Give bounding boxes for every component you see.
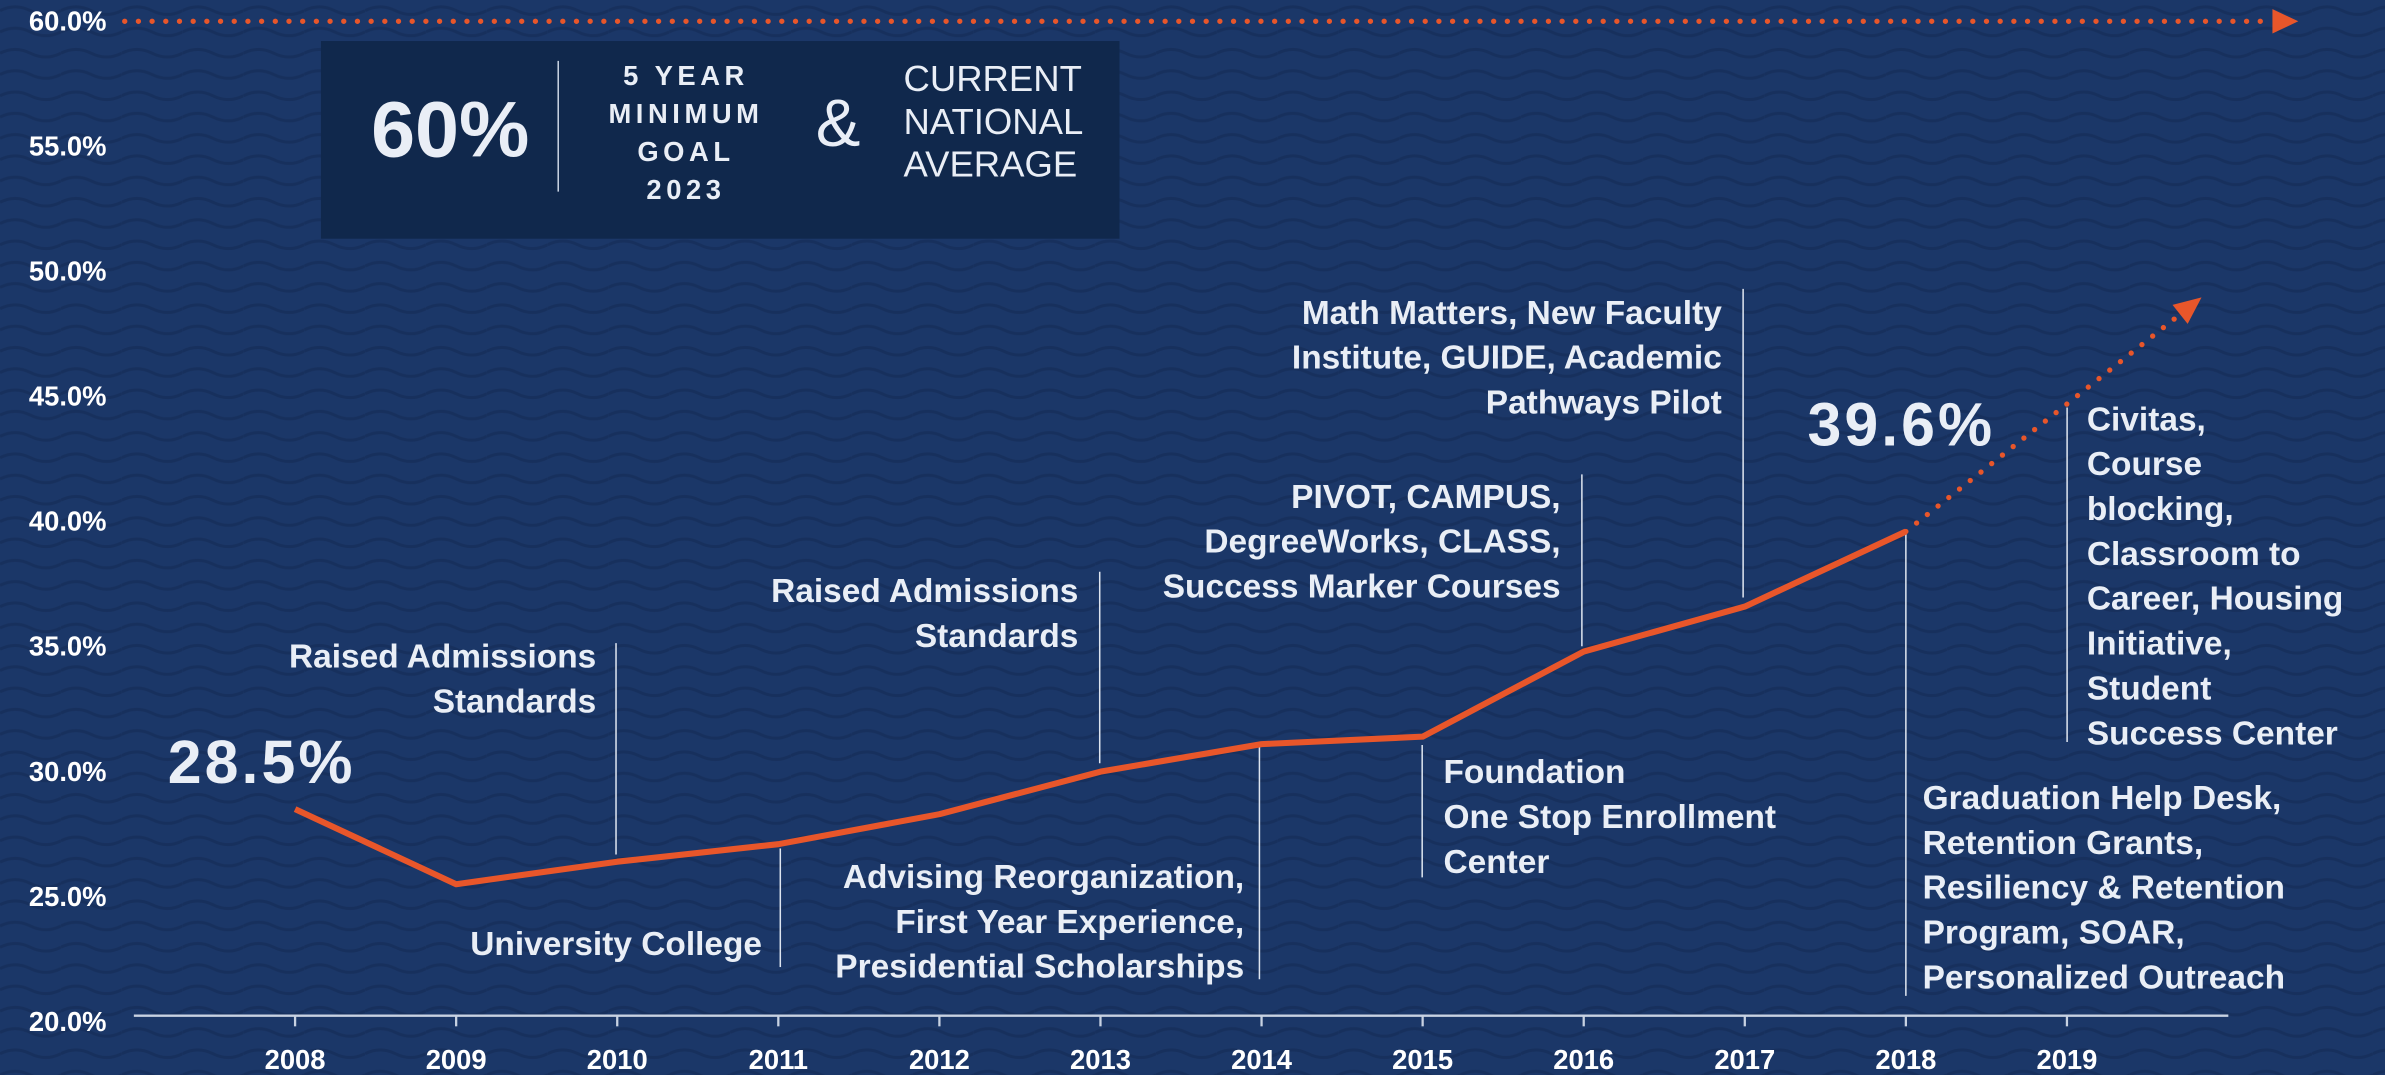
annotation-text: University College: [470, 926, 762, 963]
annotation-text: One Stop Enrollment: [1443, 799, 1776, 836]
x-tick-label: 2019: [2037, 1044, 2098, 1075]
x-tick-label: 2018: [1875, 1044, 1936, 1075]
callout-amp: &: [816, 86, 861, 161]
annotation-text: Advising Reorganization,: [843, 859, 1244, 896]
annotation-text: Personalized Outreach: [1923, 959, 2285, 996]
y-tick-label: 45.0%: [29, 381, 107, 412]
annotation-text: First Year Experience,: [895, 904, 1244, 941]
annotation-text: Raised Admissions: [289, 639, 596, 676]
y-tick-label: 55.0%: [29, 130, 107, 161]
callout-box: [320, 41, 1120, 239]
callout-big: 60%: [371, 85, 529, 174]
annotation-text: Graduation Help Desk,: [1923, 780, 2282, 817]
line: [293, 528, 1908, 888]
annotation-text: Standards: [915, 618, 1079, 655]
annotation-text: Civitas,: [2087, 401, 2206, 438]
annotation-text: Student: [2087, 670, 2211, 707]
x-tick-label: 2009: [426, 1044, 487, 1075]
annotation-text: Resiliency & Retention: [1923, 870, 2285, 907]
annotation-text: Retention Grants,: [1923, 825, 2204, 862]
x-tick-label: 2010: [587, 1044, 648, 1075]
annotation-text: Presidential Scholarships: [835, 949, 1244, 986]
annotation-text: Foundation: [1443, 754, 1625, 791]
annotation-text: Standards: [433, 683, 597, 720]
annotation-text: Success Marker Courses: [1163, 569, 1561, 606]
x-tick-label: 2013: [1070, 1044, 1131, 1075]
data-label: 39.6%: [1807, 391, 1995, 459]
projection-line: [1903, 311, 2183, 535]
annotation-text: Institute, GUIDE, Academic: [1292, 340, 1722, 377]
x-tick-label: 2014: [1231, 1044, 1293, 1075]
y-tick-label: 60.0%: [29, 5, 107, 36]
x-tick-label: 2016: [1553, 1044, 1614, 1075]
x-tick-label: 2012: [909, 1044, 970, 1075]
annotation-text: DegreeWorks, CLASS,: [1204, 524, 1560, 561]
callout-avg-line: NATIONAL: [904, 101, 1084, 142]
callout-goal-line: 2023: [646, 174, 725, 205]
annotation-text: Math Matters, New Faculty: [1302, 295, 1722, 332]
x-tick-label: 2015: [1392, 1044, 1453, 1075]
annotation-text: Success Center: [2087, 715, 2338, 752]
annotation-text: Course: [2087, 446, 2202, 483]
annotation-text: PIVOT, CAMPUS,: [1291, 479, 1560, 516]
callout-goal-line: MINIMUM: [608, 98, 763, 129]
x-tick-label: 2017: [1714, 1044, 1775, 1075]
annotation-text: Classroom to: [2087, 536, 2301, 573]
callout-avg-line: AVERAGE: [904, 143, 1078, 184]
data-label: 28.5%: [168, 728, 356, 796]
y-tick-label: 20.0%: [29, 1006, 107, 1037]
y-tick-label: 50.0%: [29, 256, 107, 287]
annotation-text: blocking,: [2087, 491, 2234, 528]
y-tick-label: 35.0%: [29, 631, 107, 662]
y-tick-label: 30.0%: [29, 756, 107, 787]
callout-goal-line: GOAL: [637, 136, 734, 167]
annotation-text: Pathways Pilot: [1486, 385, 1722, 422]
x-tick-label: 2011: [749, 1044, 808, 1075]
annotation-text: Initiative,: [2087, 626, 2232, 663]
projection-arrow: [2172, 297, 2202, 324]
goal-arrow: [2272, 9, 2299, 34]
callout-avg-line: CURRENT: [904, 58, 1082, 99]
x-tick-label: 2008: [265, 1044, 326, 1075]
callout-goal-line: 5 YEAR: [623, 60, 749, 91]
y-tick-label: 40.0%: [29, 506, 107, 537]
y-tick-label: 25.0%: [29, 881, 107, 912]
annotation-text: Center: [1443, 844, 1549, 881]
annotation-text: Raised Admissions: [771, 573, 1078, 610]
annotation-text: Program, SOAR,: [1923, 914, 2185, 951]
annotation-text: Career, Housing: [2087, 581, 2343, 618]
